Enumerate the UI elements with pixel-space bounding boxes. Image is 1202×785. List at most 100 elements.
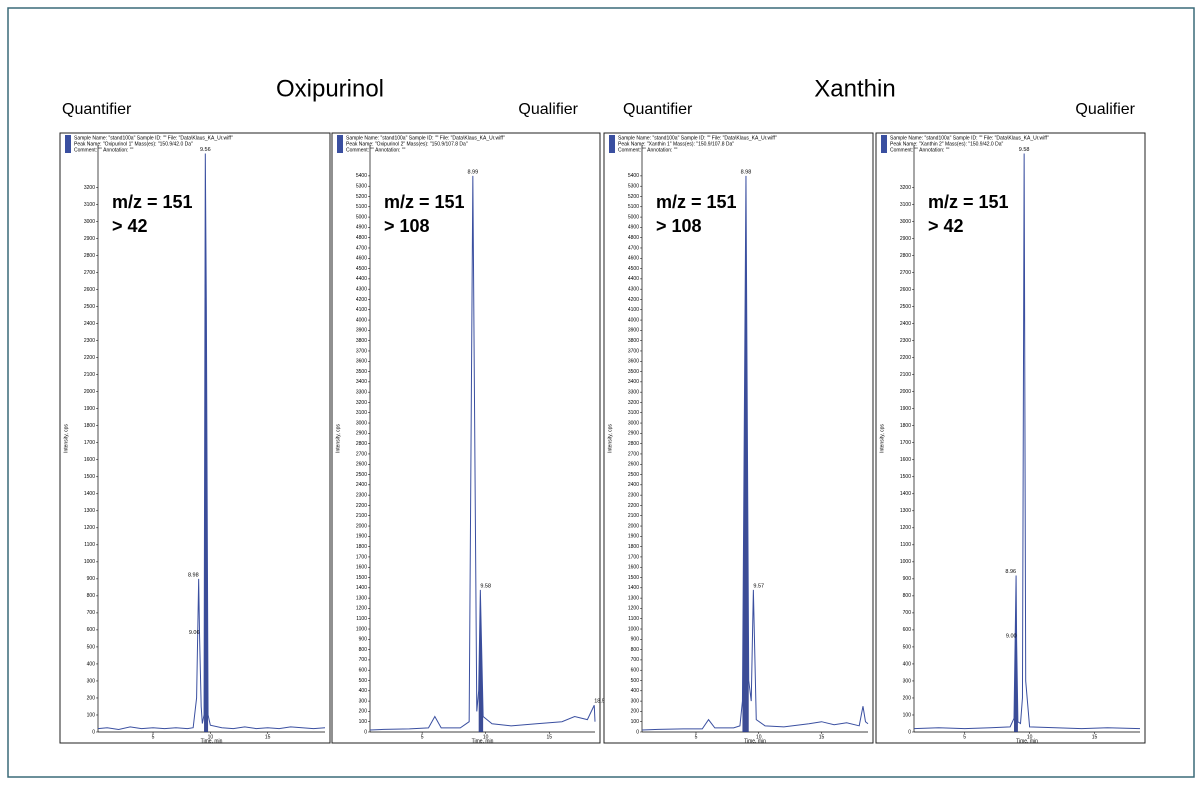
y-tick-label: 4800 [628, 235, 639, 241]
y-tick-label: 100 [87, 712, 96, 718]
y-tick-label: 2400 [900, 321, 911, 327]
y-tick-label: 2300 [900, 338, 911, 344]
y-tick-label: 4200 [628, 297, 639, 303]
y-tick-label: 4600 [356, 256, 367, 262]
y-tick-label: 300 [359, 698, 368, 704]
x-tick-label: 5 [152, 734, 155, 740]
y-tick-label: 400 [631, 688, 640, 694]
y-tick-label: 5300 [628, 184, 639, 190]
y-tick-label: 300 [631, 698, 640, 704]
y-tick-label: 2400 [628, 482, 639, 488]
y-tick-label: 1900 [628, 534, 639, 540]
y-tick-label: 700 [359, 657, 368, 663]
y-tick-label: 2600 [356, 462, 367, 468]
y-tick-label: 2200 [900, 355, 911, 361]
y-tick-label: 700 [87, 610, 96, 616]
y-tick-label: 200 [631, 709, 640, 715]
panel [603, 132, 874, 744]
y-tick-label: 500 [903, 644, 912, 650]
y-tick-label: 900 [359, 637, 368, 643]
transition-label: m/z = 151 [384, 192, 465, 212]
y-tick-label: 100 [631, 719, 640, 725]
x-tick-label: 5 [695, 734, 698, 740]
y-tick-label: 1400 [84, 491, 95, 497]
chromatogram-line [369, 175, 596, 731]
transition-label: m/z = 151 [112, 192, 193, 212]
y-tick-label: 2700 [628, 451, 639, 457]
y-tick-label: 1100 [84, 542, 95, 548]
legend-swatch [881, 135, 887, 153]
y-tick-label: 1100 [356, 616, 367, 622]
y-tick-label: 2000 [84, 389, 95, 395]
transition-label: m/z = 151 [656, 192, 737, 212]
y-tick-label: 1200 [84, 525, 95, 531]
y-tick-label: 1200 [356, 606, 367, 612]
y-tick-label: 1700 [628, 554, 639, 560]
y-tick-label: 2300 [356, 492, 367, 498]
panel-header: Peak Name: "Xanthin 2" Mass(es): "150.9/… [890, 141, 1003, 147]
y-tick-label: 5200 [628, 194, 639, 200]
panel-label: Qualifier [518, 101, 578, 118]
y-tick-label: 3800 [356, 338, 367, 344]
panel-header: Peak Name: "Oxipurinol 1" Mass(es): "150… [74, 141, 193, 147]
panel-label: Quantifier [623, 101, 693, 118]
y-tick-label: 3000 [900, 219, 911, 225]
transition-label: > 108 [384, 216, 430, 236]
peak-label: 9.58 [1019, 147, 1030, 153]
y-tick-label: 4200 [356, 297, 367, 303]
panel-header: Peak Name: "Oxipurinol 2" Mass(es): "150… [346, 141, 468, 147]
y-tick-label: 3900 [356, 328, 367, 334]
y-tick-label: 2100 [900, 372, 911, 378]
y-tick-label: 2600 [900, 287, 911, 293]
y-tick-label: 400 [359, 688, 368, 694]
y-tick-label: 2700 [356, 451, 367, 457]
integrated-area [742, 175, 749, 733]
peak-label: 8.99 [467, 169, 478, 175]
y-tick-label: 2900 [356, 431, 367, 437]
y-tick-label: 4700 [356, 245, 367, 251]
y-tick-label: 1800 [356, 544, 367, 550]
y-tick-label: 4900 [628, 225, 639, 231]
y-tick-label: 600 [903, 627, 912, 633]
peak-label: 8.98 [188, 572, 199, 578]
y-tick-label: 1300 [628, 595, 639, 601]
y-tick-label: 1900 [900, 406, 911, 412]
y-tick-label: 3000 [628, 420, 639, 426]
y-axis-label: Intensity, cps [63, 424, 69, 453]
y-tick-label: 3200 [900, 185, 911, 191]
y-tick-label: 500 [359, 678, 368, 684]
y-tick-label: 2800 [628, 441, 639, 447]
panel-header: Comment: "" Annotation: "" [618, 147, 678, 153]
panel-header: Sample Name: "stand100a" Sample ID: "" F… [618, 135, 777, 141]
transition-label: > 108 [656, 216, 702, 236]
y-tick-label: 2000 [628, 523, 639, 529]
panel-header: Comment: "" Annotation: "" [74, 147, 134, 153]
y-tick-label: 900 [903, 576, 912, 582]
y-tick-label: 2400 [84, 321, 95, 327]
x-tick-label: 10 [1027, 734, 1033, 740]
y-tick-label: 2800 [900, 253, 911, 259]
y-tick-label: 1800 [628, 544, 639, 550]
y-tick-label: 200 [359, 709, 368, 715]
y-tick-label: 2300 [628, 492, 639, 498]
peak-label: 8.96 [1005, 569, 1016, 575]
panel [331, 132, 601, 744]
y-tick-label: 1500 [84, 474, 95, 480]
peak-label: 9.58 [480, 583, 491, 589]
panel-header: Sample Name: "stand100a" Sample ID: "" F… [74, 135, 233, 141]
y-tick-label: 1800 [84, 423, 95, 429]
y-tick-label: 2100 [84, 372, 95, 378]
y-tick-label: 4500 [356, 266, 367, 272]
y-tick-label: 1200 [900, 525, 911, 531]
y-tick-label: 900 [87, 576, 96, 582]
y-tick-label: 3300 [628, 389, 639, 395]
y-tick-label: 2600 [628, 462, 639, 468]
transition-label: m/z = 151 [928, 192, 1009, 212]
y-tick-label: 1900 [84, 406, 95, 412]
y-tick-label: 5200 [356, 194, 367, 200]
y-tick-label: 2500 [356, 472, 367, 478]
y-tick-label: 300 [87, 678, 96, 684]
y-tick-label: 1700 [356, 554, 367, 560]
y-tick-label: 4000 [628, 317, 639, 323]
